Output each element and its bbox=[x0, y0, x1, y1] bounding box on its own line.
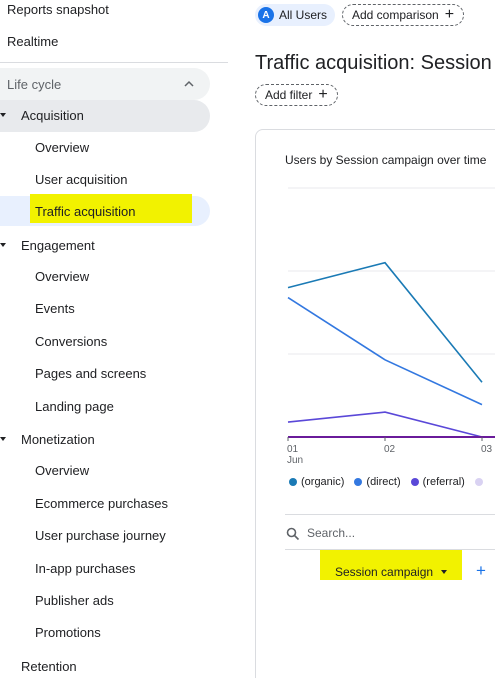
caret-down-icon bbox=[441, 570, 448, 574]
sidebar-item-label: Landing page bbox=[35, 399, 114, 414]
sidebar-item-label: Overview bbox=[35, 463, 90, 478]
legend-dot-referral bbox=[410, 478, 419, 486]
legend-dot-direct bbox=[354, 478, 363, 486]
dimension-dropdown-label: Session campaign bbox=[335, 565, 434, 579]
table-search-divider bbox=[285, 549, 495, 550]
x-tick-label: 03 bbox=[481, 444, 493, 455]
sidebar-item-label: Publisher ads bbox=[35, 593, 114, 608]
sidebar-group-label: Monetization bbox=[21, 432, 95, 447]
sidebar-item-acquisition-overview[interactable]: Overview bbox=[0, 133, 210, 163]
sidebar-item-label: Pages and screens bbox=[35, 366, 147, 381]
x-tick-label: 01 bbox=[287, 444, 299, 455]
highlight-traffic-acquisition bbox=[30, 194, 192, 223]
plus-icon: + bbox=[444, 6, 455, 23]
sidebar-item-realtime[interactable]: Realtime bbox=[7, 34, 59, 49]
segment-label: All Users bbox=[279, 8, 328, 22]
sidebar-group-label: Acquisition bbox=[21, 108, 84, 123]
series-line-organic[interactable] bbox=[287, 261, 483, 383]
sidebar-item-label: Overview bbox=[35, 269, 90, 284]
section-life-cycle-label: Life cycle bbox=[7, 77, 62, 92]
sidebar-item-label: User purchase journey bbox=[35, 528, 166, 543]
sidebar-item-in-app-purchases[interactable]: In-app purchases bbox=[0, 554, 210, 584]
search-input[interactable]: Search... bbox=[307, 526, 356, 540]
sidebar-item-pages-and-screens[interactable]: Pages and screens bbox=[0, 359, 210, 389]
sidebar-item-landing-page[interactable]: Landing page bbox=[0, 392, 210, 422]
add-dimension-button[interactable]: + bbox=[476, 561, 486, 580]
legend-item-organic[interactable]: (organic) bbox=[289, 476, 344, 488]
sidebar-item-ecommerce-purchases[interactable]: Ecommerce purchases bbox=[0, 489, 210, 519]
dimension-dropdown[interactable]: Session campaign bbox=[335, 565, 448, 579]
sidebar-item-promotions[interactable]: Promotions bbox=[0, 618, 210, 648]
series-line-direct[interactable] bbox=[287, 296, 483, 406]
legend-item-direct[interactable]: (direct) bbox=[354, 476, 401, 488]
legend-label: (organic) bbox=[301, 476, 345, 488]
chart-legend: (organic) (direct) (referral) bbox=[289, 476, 483, 488]
plus-icon: + bbox=[318, 86, 328, 103]
chevron-up-icon bbox=[184, 80, 194, 87]
add-filter-button[interactable]: Add filter + bbox=[255, 84, 338, 106]
caret-down-icon bbox=[0, 243, 6, 247]
legend-item-more[interactable] bbox=[474, 476, 483, 488]
sidebar-group-engagement[interactable]: Engagement bbox=[0, 230, 210, 262]
sidebar-group-retention[interactable]: Retention bbox=[0, 651, 210, 678]
segment-chip-all-users[interactable]: A All Users bbox=[255, 4, 336, 26]
legend-dot-organic bbox=[289, 478, 297, 486]
chart-card: Users by Session campaign over time 01 02… bbox=[255, 129, 495, 678]
sidebar-item-label: Conversions bbox=[35, 334, 108, 349]
sidebar-item-label: Ecommerce purchases bbox=[35, 496, 168, 511]
section-life-cycle[interactable]: Life cycle bbox=[0, 68, 210, 100]
sidebar-item-label: User acquisition bbox=[35, 172, 128, 187]
legend-label: (referral) bbox=[422, 476, 465, 488]
main-content: A All Users Add comparison + Traffic acq… bbox=[228, 0, 495, 678]
line-chart: 01 02 03 Jun bbox=[287, 187, 495, 466]
legend-dot-more bbox=[474, 478, 483, 486]
x-month-label: Jun bbox=[287, 455, 303, 466]
sidebar-group-acquisition[interactable]: Acquisition bbox=[0, 100, 210, 132]
sidebar-item-label: In-app purchases bbox=[35, 561, 136, 576]
add-comparison-label: Add comparison bbox=[352, 8, 439, 22]
sidebar-item-events[interactable]: Events bbox=[0, 294, 210, 324]
add-comparison-button[interactable]: Add comparison + bbox=[342, 4, 465, 26]
sidebar-item-label: Overview bbox=[35, 140, 90, 155]
segment-letter-badge: A bbox=[258, 7, 274, 23]
x-tick-label: 02 bbox=[384, 444, 396, 455]
table-top-divider bbox=[285, 514, 495, 515]
sidebar-item-conversions[interactable]: Conversions bbox=[0, 327, 210, 357]
search-icon bbox=[286, 527, 300, 541]
sidebar-item-user-acquisition[interactable]: User acquisition bbox=[0, 165, 210, 195]
sidebar-divider bbox=[0, 62, 228, 63]
sidebar-group-label: Engagement bbox=[21, 238, 95, 253]
sidebar-item-user-purchase-journey[interactable]: User purchase journey bbox=[0, 521, 210, 551]
sidebar-group-monetization[interactable]: Monetization bbox=[0, 424, 210, 456]
legend-label: (direct) bbox=[366, 476, 401, 488]
sidebar-group-label: Retention bbox=[21, 659, 77, 674]
sidebar-item-reports-snapshot[interactable]: Reports snapshot bbox=[7, 2, 109, 17]
caret-down-icon bbox=[0, 113, 6, 117]
series-line-referral[interactable] bbox=[287, 411, 483, 438]
caret-down-icon bbox=[0, 437, 6, 441]
sidebar-item-label: Events bbox=[35, 301, 75, 316]
chart-title: Users by Session campaign over time bbox=[285, 153, 487, 167]
sidebar-nav: Reports snapshot Realtime Life cycle Acq… bbox=[0, 0, 228, 678]
sidebar-item-monetization-overview[interactable]: Overview bbox=[0, 456, 210, 486]
sidebar-item-publisher-ads[interactable]: Publisher ads bbox=[0, 586, 210, 616]
page-title: Traffic acquisition: Session c bbox=[255, 52, 495, 74]
sidebar-item-engagement-overview[interactable]: Overview bbox=[0, 262, 210, 292]
highlight-session-campaign bbox=[320, 550, 462, 580]
sidebar-item-label: Promotions bbox=[35, 625, 101, 640]
legend-item-referral[interactable]: (referral) bbox=[410, 476, 465, 488]
add-filter-label: Add filter bbox=[265, 88, 313, 102]
